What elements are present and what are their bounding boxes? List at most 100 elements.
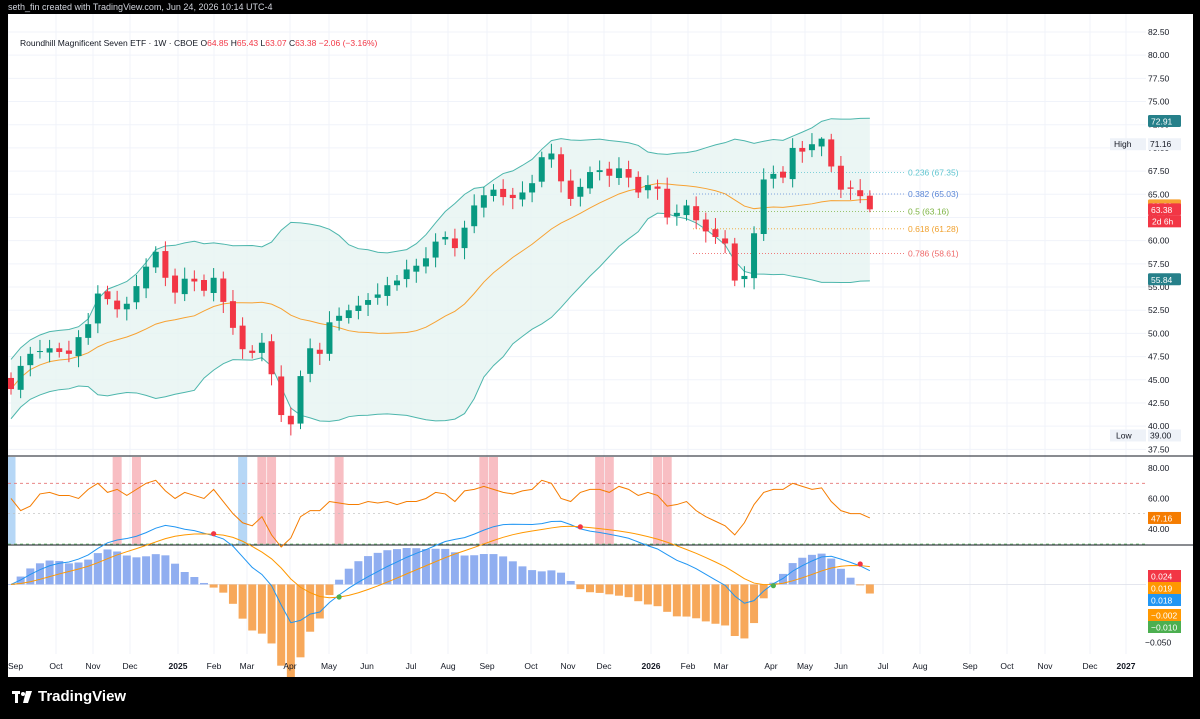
symbol-legend: Roundhill Magnificent Seven ETF · 1W · C… [20, 38, 377, 48]
chart-canvas[interactable]: 0.236 (67.35) 0.382 (65.03) 0.5 (63.16) 0.6… [8, 14, 1193, 677]
candle [644, 185, 651, 191]
low-tag-bg [1110, 429, 1146, 442]
candle [394, 280, 400, 286]
price-badge-label: 63.38 [1151, 205, 1173, 215]
candle [480, 195, 487, 208]
x-tick-label: Oct [524, 661, 538, 671]
candle [8, 377, 14, 390]
y-tick-label: 77.50 [1148, 73, 1170, 83]
macd-histogram-bar [750, 584, 759, 624]
rsi-badge-bg [1148, 511, 1181, 524]
macd-histogram-bar [624, 584, 633, 598]
macd-histogram-bar [267, 584, 276, 644]
candle [36, 351, 43, 353]
candle [741, 275, 748, 280]
macd-buy-dot [336, 594, 342, 600]
price-badge-label: 72.91 [1151, 116, 1173, 126]
tradingview-logo-icon [12, 690, 32, 703]
macd-histogram-bar [421, 549, 430, 585]
macd-histogram-bar [132, 557, 141, 585]
x-tick-label: Nov [1037, 661, 1053, 671]
candle [27, 353, 34, 366]
credit-text: seth_fin created with TradingView.com, J… [8, 2, 273, 12]
candle [712, 229, 719, 237]
macd-histogram-bar [209, 584, 218, 588]
candle [172, 275, 179, 293]
candle [123, 303, 130, 310]
macd-histogram-bar [682, 584, 691, 617]
macd-tick-label: −0.050 [1145, 637, 1172, 647]
macd-histogram-bar [238, 584, 247, 619]
macd-histogram-bar [103, 549, 112, 585]
macd-badge-bg [1148, 570, 1181, 582]
candle [268, 341, 275, 375]
macd-histogram-bar [93, 553, 102, 585]
macd-histogram-bar [643, 584, 652, 605]
sma-line [10, 182, 870, 390]
rsi-overbought-shade [479, 457, 489, 544]
rsi-overbought-shade [595, 457, 605, 544]
macd-histogram-bar [557, 572, 566, 585]
macd-histogram-bar [180, 572, 189, 585]
macd-histogram-bar [518, 566, 527, 585]
x-tick-label: Dec [122, 661, 138, 671]
macd-histogram-bar [605, 584, 614, 595]
macd-histogram-bar [441, 548, 450, 585]
candle [606, 168, 613, 176]
candle [702, 219, 709, 232]
high-value-bg [1148, 138, 1181, 151]
macd-badge-label: 0.018 [1151, 596, 1173, 606]
candle [673, 212, 680, 217]
candle [808, 144, 815, 151]
rsi-overbought-shade [334, 457, 344, 544]
rsi-overbought-shade [489, 457, 498, 544]
candle [751, 233, 758, 279]
macd-histogram-bar [566, 580, 575, 585]
candle [201, 280, 207, 291]
macd-histogram-bar [45, 560, 54, 585]
rsi-oversold-shade [238, 457, 248, 544]
chart-panel[interactable]: 0.236 (67.35) 0.382 (65.03) 0.5 (63.16) 0.6… [8, 14, 1193, 677]
x-tick-label: Apr [764, 661, 777, 671]
macd-histogram-bar [537, 571, 546, 585]
candle [529, 183, 536, 193]
rsi-badge-label: 47.16 [1151, 513, 1173, 523]
macd-badge: −0.002 [1148, 609, 1181, 621]
high-tag-label: High [1114, 139, 1132, 149]
macd-histogram-bar [64, 563, 73, 585]
candle [114, 300, 121, 310]
macd-histogram-bar [35, 563, 44, 585]
x-tick-label: Sep [962, 661, 977, 671]
macd-sell-dot [211, 531, 217, 537]
candle [770, 173, 777, 179]
macd-histogram-bar [373, 552, 382, 585]
candle [828, 139, 835, 167]
candle [17, 365, 24, 390]
macd-badge-label: 0.024 [1151, 572, 1173, 582]
x-tick-label: 2027 [1117, 661, 1136, 671]
macd-histogram-bar [412, 548, 421, 585]
macd-histogram-bar [219, 584, 228, 593]
macd-badge: 0.018 [1148, 594, 1181, 606]
candle [326, 322, 333, 354]
candle [818, 138, 825, 147]
candle [220, 278, 227, 302]
macd-badge-bg [1148, 594, 1181, 606]
close-label: C [288, 38, 296, 48]
x-tick-label: 2025 [169, 661, 188, 671]
macd-histogram-bar [383, 550, 392, 585]
rsi-overbought-shade [112, 457, 122, 544]
x-tick-label: May [797, 661, 814, 671]
open-label: O [200, 38, 208, 48]
tradingview-logo[interactable]: TradingView [12, 688, 126, 705]
macd-badge-label: −0.002 [1151, 611, 1178, 621]
candle [94, 293, 101, 324]
candle [683, 205, 690, 216]
candle [567, 180, 574, 199]
macd-histogram-bar [711, 584, 720, 624]
macd-histogram-bar [479, 554, 488, 585]
macd-histogram-bar [788, 563, 797, 585]
price-axis: 37.50 40.00 42.50 45.00 47.50 50.00 52.50 55.00… [1110, 27, 1181, 647]
candle [461, 227, 468, 249]
price-badge: 55.84 [1148, 273, 1181, 286]
